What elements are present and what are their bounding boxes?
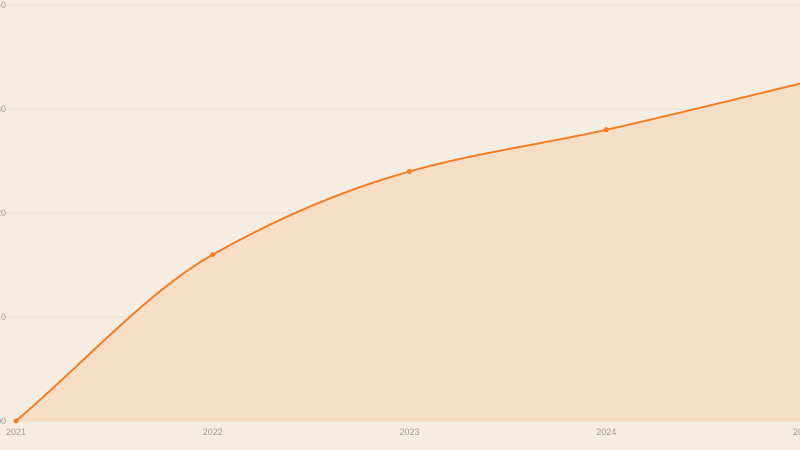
x-tick-label: 2021 [6, 427, 26, 437]
x-tick-label: 2024 [596, 427, 616, 437]
point [407, 168, 412, 174]
point [210, 252, 216, 258]
y-tick-label: 120 [0, 208, 6, 218]
y-tick-label: 110 [0, 312, 6, 322]
x-tick-label: 2022 [203, 427, 223, 437]
y-tick-label: 130 [0, 104, 6, 114]
x-tick-label: 2025 [793, 427, 800, 437]
point [13, 418, 19, 424]
y-tick-label: 140 [0, 0, 6, 10]
area [16, 83, 800, 421]
y-tick-label: 100 [0, 416, 6, 426]
x-tick-label: 2023 [399, 427, 419, 437]
point [603, 127, 609, 133]
